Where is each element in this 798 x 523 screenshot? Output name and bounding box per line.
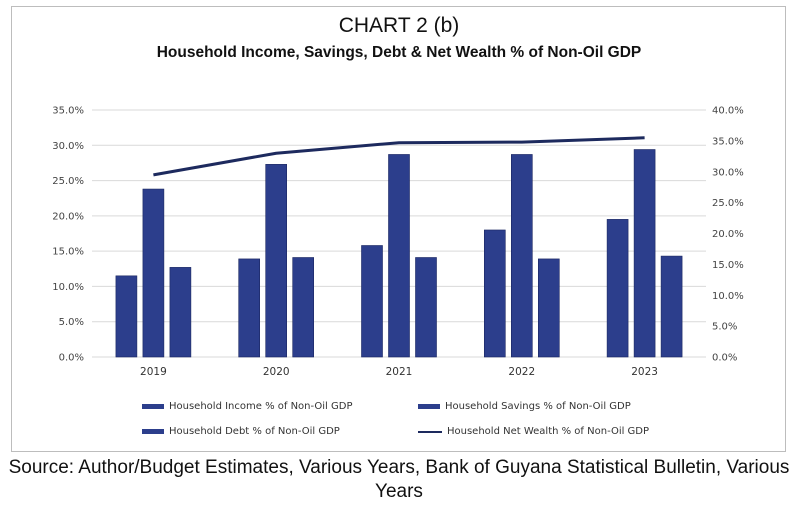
y-left-tick-label: 35.0% — [52, 106, 84, 117]
bar — [238, 258, 260, 358]
bar — [115, 275, 138, 358]
legend-label: Household Income % of Non-Oil GDP — [169, 401, 353, 412]
bar — [292, 257, 315, 358]
bar — [537, 258, 560, 358]
y-right-tick-label: 0.0% — [712, 353, 737, 364]
legend-item: Household Savings % of Non-Oil GDP — [418, 401, 631, 412]
x-tick-label: 2022 — [508, 366, 535, 378]
bar — [388, 154, 410, 358]
y-right-tick-label: 5.0% — [712, 322, 737, 333]
y-right-tick-label: 25.0% — [712, 198, 744, 209]
bar — [361, 245, 383, 358]
legend-swatch — [418, 430, 442, 433]
legend-item: Household Income % of Non-Oil GDP — [142, 401, 352, 412]
x-tick-label: 2019 — [140, 366, 167, 378]
legend-item: Household Debt % of Non-Oil GDP — [142, 426, 340, 437]
y-right-tick-label: 20.0% — [712, 229, 744, 240]
legend-swatch — [142, 404, 164, 409]
bar — [142, 188, 165, 358]
y-left-tick-label: 0.0% — [59, 353, 84, 364]
bar — [660, 255, 683, 358]
bar — [510, 154, 533, 358]
chart-title: CHART 2 (b) — [338, 14, 460, 37]
bar — [415, 257, 437, 358]
y-right-tick-label: 15.0% — [712, 260, 744, 271]
legend-label: Household Net Wealth % of Non-Oil GDP — [447, 426, 650, 437]
y-left-tick-label: 10.0% — [52, 282, 84, 293]
y-left-tick-label: 20.0% — [52, 211, 84, 222]
y-right-tick-label: 35.0% — [712, 136, 744, 147]
legend-label: Household Debt % of Non-Oil GDP — [169, 426, 340, 437]
legend-swatch — [418, 404, 440, 409]
bar — [606, 219, 629, 358]
x-tick-label: 2023 — [631, 366, 658, 378]
legend-label: Household Savings % of Non-Oil GDP — [445, 401, 631, 412]
bar — [265, 164, 288, 358]
legend-item: Household Net Wealth % of Non-Oil GDP — [418, 426, 649, 437]
bar — [633, 149, 656, 358]
source-note: Source: Author/Budget Estimates, Various… — [8, 457, 790, 502]
x-tick-label: 2021 — [386, 366, 413, 378]
y-right-tick-label: 40.0% — [712, 106, 744, 117]
legend-swatch — [142, 429, 164, 434]
net-wealth-line — [153, 136, 645, 177]
y-right-tick-label: 10.0% — [712, 291, 744, 302]
chart-subtitle: Household Income, Savings, Debt & Net We… — [156, 44, 642, 61]
bar — [169, 267, 192, 358]
y-left-tick-label: 15.0% — [52, 247, 84, 258]
y-left-tick-label: 30.0% — [52, 141, 84, 152]
y-left-tick-label: 25.0% — [52, 176, 84, 187]
bar — [483, 229, 506, 358]
y-right-tick-label: 30.0% — [712, 167, 744, 178]
x-tick-label: 2020 — [263, 366, 290, 378]
y-left-tick-label: 5.0% — [59, 317, 84, 328]
